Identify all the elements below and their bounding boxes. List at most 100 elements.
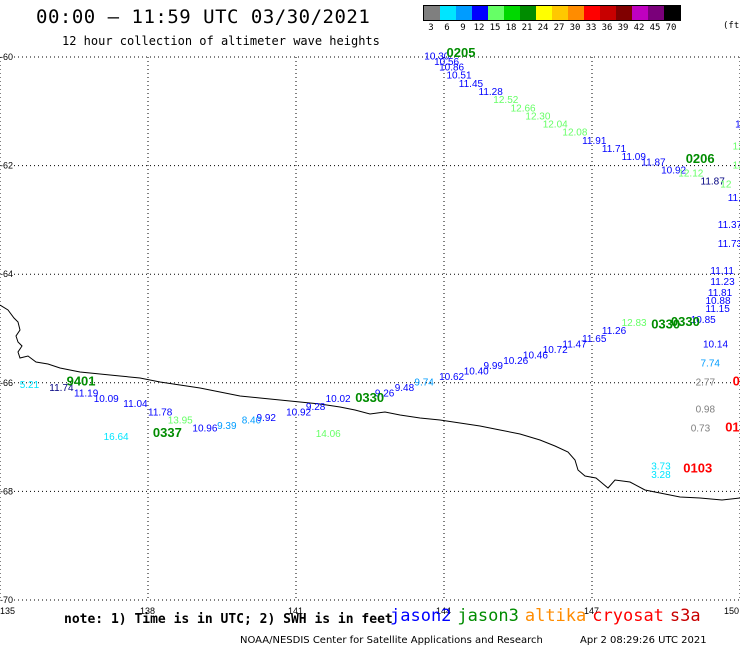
wave-height-label: 10.96 — [192, 424, 217, 435]
altimeter-tracks: 10.30020510.5610.8610.5111.4511.2812.521… — [20, 45, 740, 481]
footer-note: note: 1) Time is in UTC; 2) SWH is in fe… — [64, 612, 393, 627]
wave-height-label: 9.92 — [257, 413, 277, 424]
wave-height-label: 10.02 — [326, 394, 351, 405]
wave-height-label: 11.5 — [728, 193, 740, 204]
wave-height-label: 10.72 — [543, 345, 568, 356]
legend-swatch-2 — [456, 6, 472, 20]
legend-label-6: 21 — [521, 23, 533, 33]
legend-swatch-3 — [472, 6, 488, 20]
wave-height-label: 10.30 — [424, 52, 449, 63]
wave-height-label: 9.28 — [306, 402, 326, 413]
satellite-s3a: s3a — [669, 606, 701, 626]
wave-height-label: 13.95 — [168, 416, 193, 427]
legend-label-5: 18 — [505, 23, 517, 33]
legend-swatch-10 — [584, 6, 600, 20]
wave-height-label: 9.48 — [395, 383, 415, 394]
legend-swatch-14 — [648, 6, 664, 20]
lon-label: 138 — [140, 606, 155, 616]
wave-height-label: 16.64 — [104, 432, 129, 443]
wave-height-label: 7.74 — [701, 359, 721, 370]
wave-height-label: 11.15 — [706, 304, 731, 315]
track-time-label: 010 — [725, 420, 740, 435]
legend-label-15: 70 — [665, 23, 677, 33]
track-time-label: 0330 — [651, 317, 680, 332]
lat-label: -70 — [0, 595, 13, 605]
legend-swatch-9 — [568, 6, 584, 20]
satellite-altika: altika — [524, 606, 587, 626]
track-time-label: 0205 — [447, 45, 476, 60]
legend-swatch-11 — [600, 6, 616, 20]
wave-height-label: 12.12 — [678, 169, 703, 180]
wave-height-label: 12.83 — [622, 318, 647, 329]
legend-swatch-1 — [440, 6, 456, 20]
lat-label: -60 — [0, 52, 13, 62]
wave-height-label: 3.28 — [651, 470, 671, 481]
wave-height-label: 11.47 — [562, 340, 587, 351]
wave-height-label: 11.78 — [148, 407, 173, 418]
wave-height-label: 0.73 — [691, 424, 711, 435]
track-time-label: 9401 — [67, 374, 96, 389]
legend-label-7: 24 — [537, 23, 549, 33]
wave-height-label: 10.40 — [464, 367, 489, 378]
satellite-legend: jason2 jason3 altika cryosat s3a — [390, 606, 701, 626]
legend-labels: 3 6 9 12 15 18 21 24 27 30 33 36 39 42 45 70 — [423, 23, 681, 33]
wave-height-label: 11.11 — [710, 266, 734, 277]
wave-height-label: 10.86 — [439, 63, 464, 74]
wave-height-label: 10.56 — [434, 57, 459, 68]
wave-height-label: 10.92 — [286, 407, 311, 418]
legend-swatch-6 — [520, 6, 536, 20]
wave-height-label: 11.23 — [710, 277, 735, 288]
wave-height-label: 12.52 — [493, 95, 518, 106]
legend-swatch-4 — [488, 6, 504, 20]
legend-swatches — [423, 5, 681, 21]
wave-height-label: 10.62 — [439, 372, 464, 383]
legend-label-3: 12 — [473, 23, 485, 33]
page-title: 00:00 – 11:59 UTC 03/30/2021 — [36, 6, 371, 28]
wave-height-label: 10.09 — [94, 394, 119, 405]
wave-height-label: 11.73 — [718, 239, 740, 250]
footer-credit: NOAA/NESDIS Center for Satellite Applica… — [240, 635, 543, 646]
lat-label: -64 — [0, 269, 13, 279]
legend-swatch-15 — [664, 6, 680, 20]
track-time-label: 0330 — [671, 314, 700, 329]
lat-label: -62 — [0, 161, 13, 171]
footer-date: Apr 2 08:29:26 UTC 2021 — [580, 635, 707, 646]
wave-height-label: 12 — [720, 179, 732, 190]
legend-label-4: 15 — [489, 23, 501, 33]
lat-label: -68 — [0, 486, 13, 496]
wave-height-label: 10.46 — [523, 350, 548, 361]
wave-height-label: 9.74 — [414, 378, 434, 389]
wave-height-label: 11.91 — [582, 136, 607, 147]
wave-height-label: 11.81 — [708, 288, 733, 299]
wave-height-label: 2.77 — [696, 378, 716, 389]
wave-height-label: 11.09 — [622, 152, 647, 163]
page-subtitle: 12 hour collection of altimeter wave hei… — [62, 34, 380, 48]
wave-height-label: 3.73 — [651, 462, 671, 473]
legend-swatch-7 — [536, 6, 552, 20]
lat-label: -66 — [0, 378, 13, 388]
wave-height-label: 5.21 — [20, 380, 40, 391]
wave-height-label: 12 — [733, 160, 740, 171]
legend-swatch-13 — [632, 6, 648, 20]
wave-height-label: 0.98 — [696, 405, 716, 416]
wave-height-label: 11.28 — [479, 87, 504, 98]
legend-label-1: 6 — [444, 23, 450, 33]
lon-label: 144 — [436, 606, 451, 616]
track-time-label: 0206 — [686, 151, 715, 166]
legend-label-11: 36 — [601, 23, 613, 33]
satellite-jason3: jason3 — [457, 606, 519, 626]
wave-height-label: 11.26 — [602, 326, 627, 337]
legend-label-13: 42 — [633, 23, 645, 33]
wave-height-label: 9.26 — [375, 388, 395, 399]
wave-height-label: 12.30 — [525, 111, 550, 122]
satellite-jason2: jason2 — [390, 606, 452, 626]
track-time-label: 0103 — [683, 460, 712, 475]
legend-label-9: 30 — [569, 23, 581, 33]
legend-label-10: 33 — [585, 23, 597, 33]
wave-height-label: 11.71 — [602, 144, 627, 155]
wave-height-label: 10.85 — [691, 315, 716, 326]
legend-swatch-0 — [424, 6, 440, 20]
legend-swatch-8 — [552, 6, 568, 20]
